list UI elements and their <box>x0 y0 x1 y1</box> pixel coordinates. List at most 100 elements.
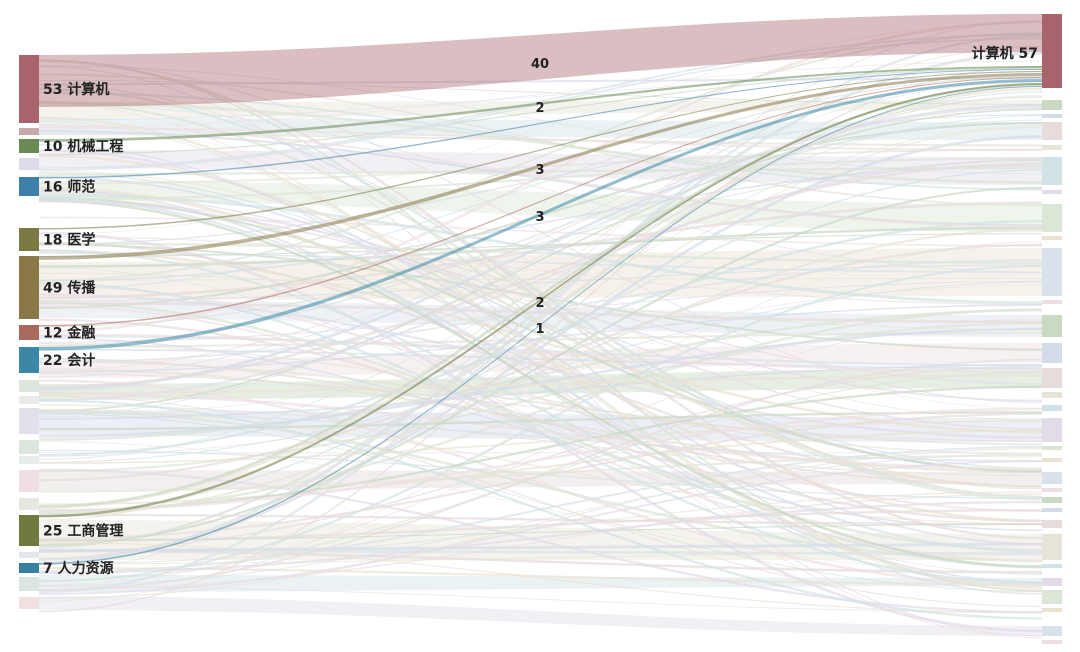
background-flow-strand <box>38 468 1043 614</box>
background-flow-strand <box>38 259 1043 364</box>
source-node-computer <box>19 55 39 123</box>
background-source-node <box>19 552 39 558</box>
background-flow-strand <box>38 586 1043 613</box>
background-target-node <box>1042 368 1062 388</box>
background-flow-strand <box>38 523 1043 541</box>
background-target-node <box>1042 472 1062 484</box>
flow-media-to-target <box>39 73 1042 260</box>
source-node-label: 12 金融 <box>43 325 95 342</box>
source-node-normal <box>19 177 39 196</box>
background-flow-strand <box>38 235 1043 306</box>
source-node-label: 18 医学 <box>43 232 95 249</box>
background-nodes <box>19 100 1062 644</box>
background-flow-strand <box>38 125 1043 506</box>
background-flow-strand <box>38 160 1043 328</box>
source-node-label: 10 机械工程 <box>43 138 123 155</box>
background-flow-strand <box>38 374 1043 395</box>
background-flow-strand <box>38 101 1043 184</box>
background-flow-strand <box>38 158 1043 402</box>
flow-value-label: 3 <box>535 210 544 225</box>
background-flow-strand <box>38 542 1043 614</box>
background-source-node <box>19 597 39 609</box>
background-flow-strand <box>38 171 1043 469</box>
background-target-node <box>1042 405 1062 411</box>
background-flow-strand <box>38 76 1043 291</box>
background-flow-strand <box>38 87 1043 499</box>
background-target-node <box>1042 190 1062 194</box>
background-flow-strand <box>38 81 1043 392</box>
background-source-node <box>19 577 39 591</box>
background-flow-strand <box>38 385 1043 512</box>
background-flow-strand <box>38 409 1043 563</box>
background-flow-strand <box>38 60 1043 403</box>
background-flow-strand <box>38 399 1043 620</box>
source-node-label: 7 人力资源 <box>43 560 114 577</box>
background-flow-strand <box>38 304 1043 373</box>
background-flow-strand <box>38 91 1043 548</box>
background-flow <box>39 596 1042 636</box>
background-target-node <box>1042 497 1062 503</box>
background-target-node <box>1042 392 1062 398</box>
source-node-hr <box>19 563 39 573</box>
source-node-label: 16 师范 <box>43 179 95 196</box>
background-flow-strand <box>38 327 1043 438</box>
background-target-node <box>1042 300 1062 304</box>
background-target-node <box>1042 145 1062 150</box>
background-flow-strand <box>38 392 1043 471</box>
background-source-node <box>19 396 39 404</box>
source-node-accounting <box>19 347 39 373</box>
source-node-label: 25 工商管理 <box>43 523 123 540</box>
background-flow-strand <box>38 186 1043 546</box>
background-flow-strand <box>38 32 1043 282</box>
background-source-node <box>19 128 39 135</box>
background-target-node <box>1042 458 1062 462</box>
background-flow-strand <box>38 115 1043 460</box>
background-source-node <box>19 380 39 392</box>
flow-medicine-to-target <box>39 71 1042 230</box>
background-flow-strand <box>38 33 1043 170</box>
flow-business-to-target <box>39 83 1042 518</box>
flow-accounting-to-target <box>39 79 1042 351</box>
background-flow-strand <box>38 157 1043 201</box>
background-flow-strand <box>38 395 1043 607</box>
background-target-node <box>1042 626 1062 636</box>
background-target-node <box>1042 418 1062 442</box>
background-flow-strand <box>38 91 1043 191</box>
source-node-label: 22 会计 <box>43 352 95 369</box>
background-flow-strand <box>38 95 1043 509</box>
background-target-node <box>1042 608 1062 612</box>
background-flow-strand <box>38 108 1043 412</box>
background-flow-strand <box>38 149 1043 546</box>
background-source-node <box>19 498 39 510</box>
background-target-node <box>1042 100 1062 110</box>
background-flow-strand <box>38 228 1043 518</box>
highlighted-links <box>39 14 1042 565</box>
background-flow-strand <box>38 97 1043 416</box>
background-flow-strand <box>38 282 1043 585</box>
background-flow-strand <box>38 126 1043 152</box>
background-flow-strand <box>38 252 1043 274</box>
background-flow-strand <box>38 357 1043 487</box>
flow-value-label: 40 <box>531 57 549 72</box>
background-source-node <box>19 408 39 434</box>
labels: 53 计算机 10 机械工程 16 师范 18 医学 49 传播 12 金融 22 会计 25… <box>43 45 1038 577</box>
background-flow-strand <box>38 164 1043 282</box>
background-flow-strand <box>38 65 1043 175</box>
background-flow-strand <box>38 413 1043 593</box>
background-flow-strand <box>38 284 1043 418</box>
background-flow-strand <box>38 243 1043 482</box>
background-flow-strand <box>38 407 1043 512</box>
background-flow-strand <box>38 51 1043 564</box>
background-target-node <box>1042 564 1062 568</box>
source-node-media <box>19 256 39 319</box>
background-target-node <box>1042 122 1062 140</box>
background-target-node <box>1042 236 1062 240</box>
background-target-node <box>1042 640 1062 644</box>
source-node-finance <box>19 325 39 340</box>
background-flow-strand <box>38 116 1043 589</box>
background-target-node <box>1042 248 1062 296</box>
background-flow-strand <box>38 154 1043 490</box>
background-target-node <box>1042 446 1062 450</box>
